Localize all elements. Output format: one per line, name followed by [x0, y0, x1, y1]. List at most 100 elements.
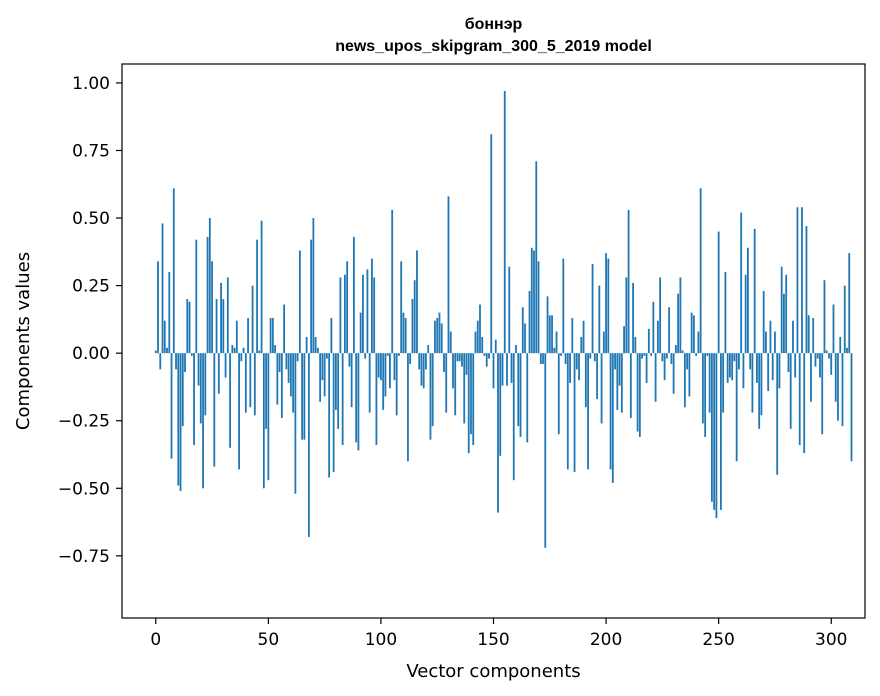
bar-34 [231, 345, 234, 354]
bar-6 [168, 272, 171, 354]
bar-235 [683, 353, 686, 408]
bar-8 [172, 188, 175, 354]
bar-179 [557, 353, 560, 435]
bar-222 [654, 353, 657, 402]
bar-199 [602, 331, 605, 354]
bar-174 [546, 296, 549, 354]
bar-119 [422, 353, 425, 389]
bar-27 [215, 299, 218, 354]
bar-53 [274, 345, 276, 354]
bar-35 [233, 347, 236, 354]
bar-153 [499, 353, 502, 456]
x-tick-label: 100 [365, 630, 397, 650]
bar-134 [456, 353, 459, 362]
bar-301 [832, 304, 835, 354]
bar-110 [402, 312, 405, 354]
bar-286 [798, 353, 801, 446]
bar-285 [796, 207, 799, 354]
bar-272 [767, 353, 770, 391]
bar-293 [814, 353, 817, 367]
bar-111 [404, 318, 407, 354]
bar-175 [548, 315, 551, 354]
bar-188 [578, 353, 580, 381]
y-tick-label: 0.75 [72, 141, 110, 161]
bar-163 [521, 307, 524, 354]
bar-2 [159, 353, 162, 370]
bar-122 [429, 353, 432, 440]
bar-261 [742, 353, 745, 389]
bar-218 [645, 353, 648, 383]
bar-58 [285, 353, 288, 370]
bar-12 [181, 353, 184, 427]
bar-278 [780, 266, 783, 354]
bar-103 [386, 353, 389, 356]
bar-57 [283, 304, 286, 354]
bar-98 [375, 353, 378, 446]
bar-257 [733, 353, 736, 362]
bar-65 [301, 353, 304, 440]
bar-161 [517, 353, 520, 427]
bar-125 [436, 318, 439, 354]
bar-177 [553, 347, 556, 354]
bar-144 [479, 304, 481, 354]
bar-123 [431, 353, 434, 427]
bar-137 [463, 353, 466, 424]
bar-166 [528, 291, 531, 354]
bar-208 [623, 326, 625, 354]
bar-133 [454, 353, 457, 416]
bar-89 [355, 353, 358, 443]
bar-1 [157, 261, 159, 354]
bar-33 [229, 353, 231, 448]
y-axis-ticks: −0.75 −0.50 −0.25 0.00 0.25 0.50 0.75 1.00 [58, 74, 122, 567]
x-axis-label: Vector components [406, 661, 580, 682]
bar-66 [303, 353, 306, 440]
bar-225 [661, 353, 664, 362]
bar-107 [395, 353, 398, 416]
bar-14 [186, 299, 189, 354]
bar-37 [238, 353, 240, 470]
bar-116 [416, 250, 418, 354]
bar-154 [501, 353, 504, 386]
bar-18 [195, 239, 198, 354]
bar-302 [834, 353, 837, 402]
bar-160 [515, 345, 517, 354]
bar-216 [641, 353, 643, 359]
bar-294 [816, 353, 819, 359]
bar-121 [427, 345, 430, 354]
bar-201 [607, 258, 610, 354]
bar-90 [357, 353, 360, 451]
bar-15 [188, 301, 191, 354]
bar-51 [269, 318, 272, 354]
bar-117 [418, 353, 421, 370]
bar-84 [344, 274, 346, 354]
bar-114 [411, 299, 414, 354]
bar-220 [650, 353, 653, 356]
bar-88 [353, 236, 355, 354]
bar-252 [722, 353, 725, 413]
y-axis-label: Components values [13, 252, 34, 430]
bar-113 [409, 353, 412, 364]
bar-43 [251, 285, 254, 354]
bar-20 [199, 353, 202, 424]
bar-22 [204, 353, 207, 416]
bar-78 [330, 318, 333, 354]
bar-244 [704, 353, 707, 437]
bar-10 [177, 353, 180, 486]
bar-268 [758, 353, 761, 429]
bar-254 [726, 353, 729, 383]
bar-64 [298, 250, 301, 354]
bar-91 [359, 312, 362, 354]
bar-192 [587, 353, 589, 470]
bar-165 [526, 353, 529, 443]
bar-29 [220, 282, 222, 354]
bar-221 [652, 301, 655, 354]
bar-5 [166, 347, 168, 354]
bar-264 [749, 353, 752, 370]
bar-187 [575, 353, 578, 370]
bar-250 [717, 231, 720, 354]
bar-147 [485, 353, 488, 367]
bar-81 [337, 353, 340, 429]
bar-224 [659, 277, 662, 354]
bar-259 [738, 353, 740, 370]
